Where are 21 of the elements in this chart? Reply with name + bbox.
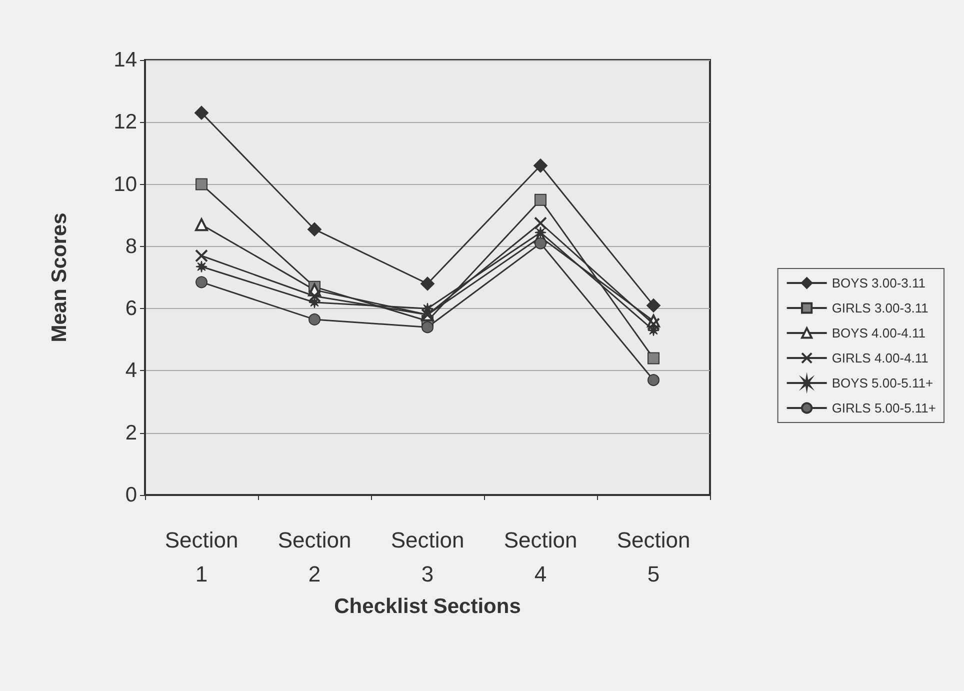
y-tick-label: 6 — [125, 297, 137, 320]
legend-label: BOYS 4.00-4.11 — [832, 326, 926, 340]
y-axis-title: Mean Scores — [48, 212, 71, 342]
x-tick-label: Section 3 — [390, 528, 464, 586]
legend-label: GIRLS 3.00-3.11 — [832, 300, 928, 316]
legend-label: BOYS 5.00-5.11+ — [832, 376, 934, 390]
y-tick-label: 8 — [125, 234, 137, 258]
legend-label: GIRLS 5.00-5.11+ — [832, 400, 936, 416]
x-tick-label: Section 5 — [616, 528, 690, 586]
x-tick-label: Section 4 — [504, 528, 578, 586]
legend-label: BOYS 3.00-3.11 — [832, 276, 926, 290]
y-tick-label: 0 — [125, 484, 137, 506]
y-tick-label: 4 — [125, 359, 138, 382]
y-tick-label: 12 — [114, 110, 137, 134]
x-tick-label: Section 1 — [164, 528, 238, 586]
x-axis-title: Checklist Sections — [334, 594, 521, 618]
y-tick-label: 2 — [125, 421, 137, 444]
legend-label: GIRLS 4.00-4.11 — [832, 350, 928, 366]
y-tick-label: 14 — [114, 48, 138, 72]
y-tick-label: 10 — [114, 172, 137, 196]
x-tick-label: Section 2 — [278, 528, 352, 586]
